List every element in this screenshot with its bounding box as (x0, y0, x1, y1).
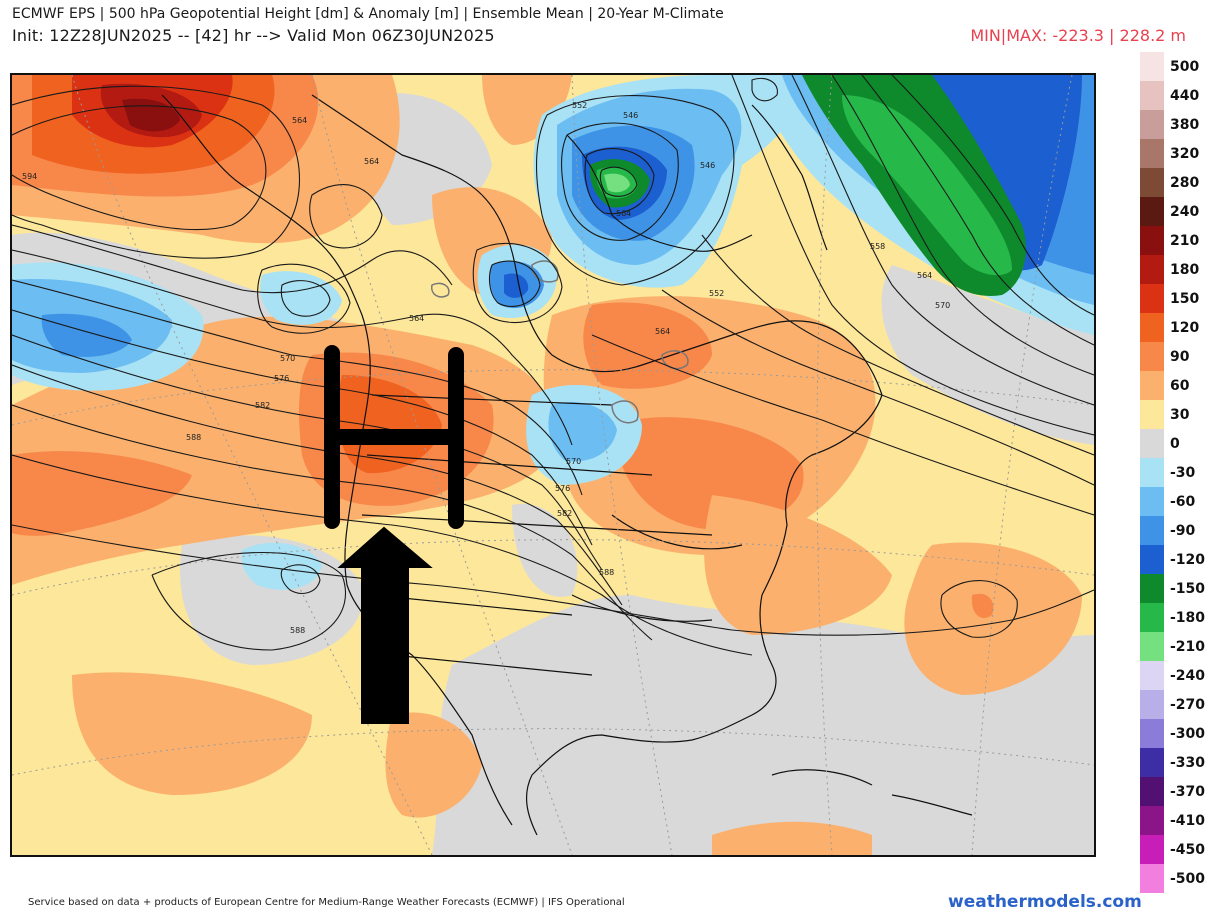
colorbar-label: -370 (1170, 783, 1206, 800)
contour-label: 570 (935, 301, 950, 310)
colorbar-swatch (1140, 168, 1164, 197)
contour-label: 564 (364, 157, 379, 166)
high-pressure-h-annotation (324, 345, 464, 529)
colorbar-label: -500 (1170, 870, 1206, 887)
contour-label: 582 (557, 509, 572, 518)
colorbar-label: -410 (1170, 812, 1206, 829)
colorbar-label: 30 (1170, 406, 1190, 423)
colorbar-swatch (1140, 806, 1164, 835)
contour-label: 576 (555, 484, 570, 493)
colorbar-swatch (1140, 110, 1164, 139)
colorbar-label: -60 (1170, 493, 1196, 510)
colorbar-swatch (1140, 458, 1164, 487)
colorbar-swatch (1140, 371, 1164, 400)
colorbar-swatch (1140, 400, 1164, 429)
contour-label: 588 (599, 568, 614, 577)
colorbar-label: -90 (1170, 522, 1196, 539)
colorbar-swatch (1140, 81, 1164, 110)
colorbar-swatch (1140, 516, 1164, 545)
colorbar-swatch (1140, 835, 1164, 864)
colorbar-label: 90 (1170, 348, 1190, 365)
colorbar-swatch (1140, 197, 1164, 226)
contour-label: 546 (700, 161, 715, 170)
colorbar-label: -450 (1170, 841, 1206, 858)
colorbar-swatch (1140, 545, 1164, 574)
positive-anomaly-zones (12, 75, 1082, 855)
colorbar-label: -300 (1170, 725, 1206, 742)
colorbar-label: -210 (1170, 638, 1206, 655)
colorbar-label: -330 (1170, 754, 1206, 771)
colorbar-label: 500 (1170, 58, 1200, 75)
colorbar-label: -120 (1170, 551, 1206, 568)
anomaly-colorbar (1140, 52, 1164, 893)
colorbar-swatch (1140, 429, 1164, 458)
colorbar-label: 150 (1170, 290, 1200, 307)
colorbar-label: 60 (1170, 377, 1190, 394)
colorbar-swatch (1140, 864, 1164, 893)
min-max-readout: MIN|MAX: -223.3 | 228.2 m (970, 26, 1186, 45)
contour-label: 546 (623, 111, 638, 120)
contour-label: 588 (290, 626, 305, 635)
contour-label: 564 (616, 209, 631, 218)
contour-label: 570 (280, 354, 295, 363)
contour-label: 594 (22, 172, 37, 181)
lakes (431, 260, 689, 424)
negative-anomaly-zones (12, 75, 1094, 590)
colorbar-label: 0 (1170, 435, 1180, 452)
contour-label: 552 (572, 101, 587, 110)
contour-label: 588 (186, 433, 201, 442)
colorbar-label: 240 (1170, 203, 1200, 220)
colorbar-swatch (1140, 632, 1164, 661)
contour-label: 564 (655, 327, 670, 336)
colorbar-swatch (1140, 661, 1164, 690)
map-title: ECMWF EPS | 500 hPa Geopotential Height … (12, 6, 724, 22)
colorbar-swatch (1140, 52, 1164, 81)
colorbar-swatch (1140, 748, 1164, 777)
contour-label: 564 (409, 314, 424, 323)
anomaly-map: 594 564 564 552 546 546 564 552 558 564 … (10, 73, 1096, 857)
colorbar-swatch (1140, 690, 1164, 719)
contour-label: 558 (870, 242, 885, 251)
colorbar-label: 210 (1170, 232, 1200, 249)
contour-label: 552 (709, 289, 724, 298)
colorbar-label: 440 (1170, 87, 1200, 104)
brand-link[interactable]: weathermodels.com (948, 892, 1142, 912)
colorbar-swatch (1140, 719, 1164, 748)
colorbar-swatch (1140, 603, 1164, 632)
colorbar-label: -270 (1170, 696, 1206, 713)
contour-labels: 594 564 564 552 546 546 564 552 558 564 … (22, 101, 950, 635)
colorbar-label: -240 (1170, 667, 1206, 684)
colorbar-swatch (1140, 777, 1164, 806)
colorbar-swatch (1140, 342, 1164, 371)
colorbar-label: 380 (1170, 116, 1200, 133)
colorbar-label: -150 (1170, 580, 1206, 597)
colorbar-label: 120 (1170, 319, 1200, 336)
colorbar-swatch (1140, 284, 1164, 313)
colorbar-swatch (1140, 487, 1164, 516)
colorbar-label: 180 (1170, 261, 1200, 278)
contour-label: 576 (274, 374, 289, 383)
colorbar-label: 280 (1170, 174, 1200, 191)
colorbar-swatch (1140, 313, 1164, 342)
colorbar-label: -180 (1170, 609, 1206, 626)
contour-label: 570 (566, 457, 581, 466)
colorbar-swatch (1140, 255, 1164, 284)
graticule (12, 75, 1094, 855)
colorbar-swatch (1140, 139, 1164, 168)
init-valid-line: Init: 12Z28JUN2025 -- [42] hr --> Valid … (12, 26, 495, 45)
contour-label: 564 (292, 116, 307, 125)
colorbar-swatch (1140, 574, 1164, 603)
contour-label: 582 (255, 401, 270, 410)
data-credit: Service based on data + products of Euro… (28, 897, 625, 908)
contour-label: 564 (917, 271, 932, 280)
up-arrow (337, 526, 433, 724)
colorbar-label: 320 (1170, 145, 1200, 162)
height-contours (12, 75, 1094, 656)
map-canvas: 594 564 564 552 546 546 564 552 558 564 … (12, 75, 1094, 855)
colorbar-swatch (1140, 226, 1164, 255)
colorbar-label: -30 (1170, 464, 1196, 481)
